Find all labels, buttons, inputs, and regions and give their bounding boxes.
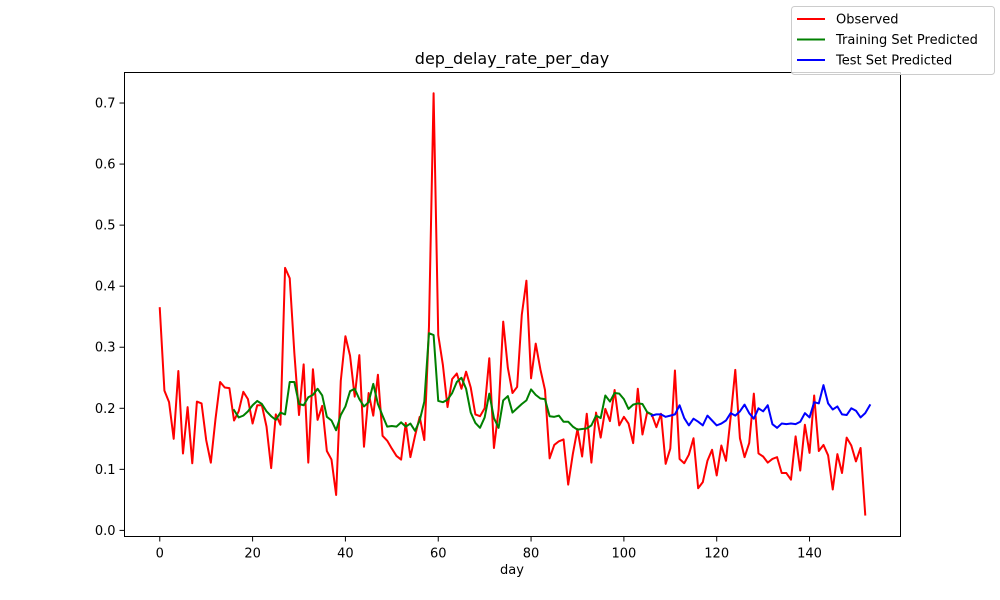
x-tick-label: 140: [797, 547, 822, 562]
series-line-observed: [158, 92, 867, 516]
x-axis: 0 20 40 60 80 100 120 140: [156, 536, 822, 562]
x-tick-label: 0: [156, 547, 164, 562]
x-tick-label: 60: [430, 547, 447, 562]
x-tick-label: 120: [704, 547, 729, 562]
plot-area: [158, 92, 872, 516]
plot-frame: [124, 72, 901, 537]
y-tick-label: 0.1: [95, 463, 116, 478]
y-tick-label: 0.2: [95, 402, 116, 417]
legend: Observed Training Set Predicted Test Set P…: [791, 6, 995, 75]
x-tick-label: 100: [611, 547, 636, 562]
x-axis-label: day: [500, 563, 524, 578]
legend-item: Training Set Predicted: [797, 33, 978, 48]
legend-label: Training Set Predicted: [835, 33, 978, 48]
series-line-test-set-predicted: [650, 384, 872, 429]
y-axis: 0.0 0.1 0.2 0.3 0.4 0.5 0.6 0.7: [95, 97, 125, 539]
x-tick-label: 20: [244, 547, 261, 562]
chart-title: dep_delay_rate_per_day: [415, 49, 609, 69]
legend-item: Test Set Predicted: [797, 54, 952, 69]
legend-label: Observed: [836, 13, 899, 28]
legend-label: Test Set Predicted: [835, 54, 952, 69]
legend-item: Observed: [797, 13, 899, 28]
y-tick-label: 0.0: [95, 524, 116, 539]
x-tick-label: 80: [523, 547, 540, 562]
legend-box: [791, 6, 995, 75]
x-tick-label: 40: [337, 547, 354, 562]
y-tick-label: 0.6: [95, 158, 116, 173]
y-tick-label: 0.5: [95, 219, 116, 234]
series-line-training-set-predicted: [232, 332, 654, 432]
y-tick-label: 0.3: [95, 341, 116, 356]
y-tick-label: 0.4: [95, 280, 116, 295]
y-tick-label: 0.7: [95, 97, 116, 112]
